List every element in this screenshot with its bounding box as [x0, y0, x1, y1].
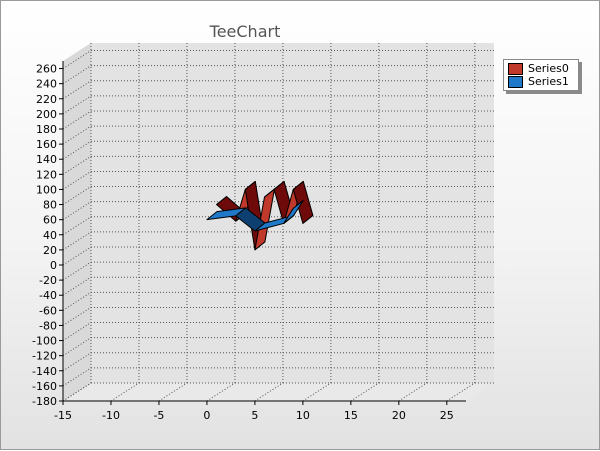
y-gridline-side [62, 201, 92, 221]
x-gridline-floor [302, 382, 332, 402]
legend-item-series0[interactable]: Series0 [508, 62, 569, 75]
left-wall [63, 43, 91, 401]
x-gridline-floor [206, 382, 236, 402]
legend-swatch-series0 [508, 62, 523, 75]
y-tick-label: -160 [32, 380, 57, 393]
series0-segment [292, 180, 314, 224]
floor-wall [63, 383, 494, 401]
y-gridline-side [62, 231, 92, 251]
x-tick-label: -10 [102, 409, 120, 422]
y-tick-label: 220 [36, 93, 57, 106]
y-gridline-side [62, 155, 92, 175]
y-tick-label: 140 [36, 153, 57, 166]
y-gridline-side [62, 246, 92, 266]
x-gridline-floor [254, 382, 284, 402]
y-gridline-side [62, 65, 92, 85]
x-gridline-floor [158, 382, 188, 402]
y-gridline-side [62, 95, 92, 115]
y-gridline-side [62, 291, 92, 311]
x-tick-label: 5 [251, 409, 258, 422]
legend-label-series0: Series0 [528, 62, 569, 75]
chart-title: TeeChart [209, 22, 281, 41]
y-tick-label: 160 [36, 138, 57, 151]
y-gridline-side [62, 186, 92, 205]
y-gridline-side [62, 140, 92, 160]
y-gridline-side [62, 352, 92, 372]
x-gridline-floor [398, 382, 428, 402]
series1-segment [283, 199, 304, 224]
y-tick-label: -40 [39, 289, 57, 302]
x-tick-label: 15 [344, 409, 358, 422]
x-gridline-floor [446, 382, 476, 402]
y-tick-label: 100 [36, 183, 57, 196]
x-tick-label: -15 [54, 409, 72, 422]
x-tick-label: -5 [153, 409, 164, 422]
y-gridline-side [62, 322, 92, 341]
y-tick-label: -120 [32, 350, 57, 363]
y-tick-label: 60 [43, 214, 57, 227]
chart-legend[interactable]: Series0 Series1 [503, 59, 579, 91]
y-gridline-side [62, 171, 92, 190]
legend-label-series1: Series1 [528, 75, 569, 88]
x-gridline-floor [350, 382, 380, 402]
y-tick-label: -180 [32, 395, 57, 408]
x-gridline-floor [62, 382, 92, 402]
y-tick-label: 0 [50, 259, 57, 272]
y-tick-label: 180 [36, 123, 57, 136]
x-tick-label: 25 [440, 409, 454, 422]
y-tick-label: -100 [32, 335, 57, 348]
y-tick-label: -60 [39, 304, 57, 317]
y-tick-label: 20 [43, 244, 57, 257]
x-tick-label: 0 [203, 409, 210, 422]
series1-ribbon [206, 199, 304, 232]
y-gridline-side [62, 125, 92, 145]
y-gridline-side [62, 276, 92, 296]
x-tick-label: 10 [296, 409, 310, 422]
y-gridline-side [62, 337, 92, 357]
y-tick-label: 240 [36, 78, 57, 91]
y-gridline-side [62, 261, 92, 281]
x-gridline-floor [110, 382, 140, 402]
y-gridline-side [62, 216, 92, 236]
y-gridline-side [62, 50, 92, 69]
y-tick-label: 40 [43, 229, 57, 242]
y-gridline-side [62, 110, 92, 130]
y-tick-label: -20 [39, 274, 57, 287]
x-tick-label: 20 [392, 409, 406, 422]
legend-item-series1[interactable]: Series1 [508, 75, 569, 88]
y-tick-label: 260 [36, 63, 57, 76]
y-tick-label: 120 [36, 168, 57, 181]
y-gridline-side [62, 307, 92, 326]
y-tick-label: 200 [36, 108, 57, 121]
y-gridline-side [62, 367, 92, 387]
y-gridline-side [62, 80, 92, 100]
y-tick-label: 80 [43, 199, 57, 212]
y-tick-label: -140 [32, 365, 57, 378]
y-tick-label: -80 [39, 319, 57, 332]
legend-swatch-series1 [508, 75, 523, 88]
